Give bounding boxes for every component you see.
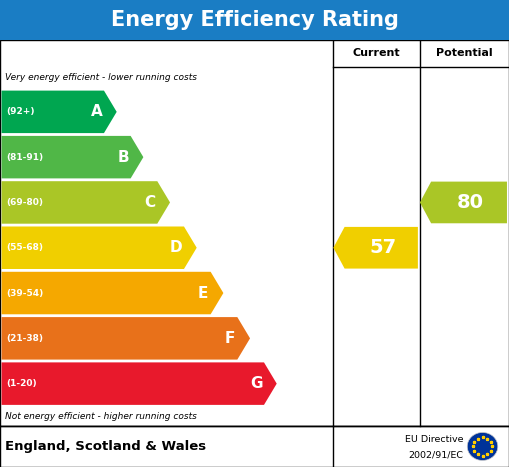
- Polygon shape: [2, 181, 170, 224]
- Text: (69-80): (69-80): [7, 198, 44, 207]
- Text: Current: Current: [353, 48, 401, 58]
- Text: C: C: [144, 195, 155, 210]
- Text: 2002/91/EC: 2002/91/EC: [408, 451, 463, 460]
- Text: (81-91): (81-91): [7, 153, 44, 162]
- Polygon shape: [2, 362, 277, 405]
- Text: (39-54): (39-54): [7, 289, 44, 297]
- Text: E: E: [198, 285, 208, 301]
- Text: Energy Efficiency Rating: Energy Efficiency Rating: [110, 10, 399, 30]
- Text: Potential: Potential: [436, 48, 493, 58]
- Polygon shape: [420, 182, 507, 223]
- Bar: [0, 40, 509, 426]
- Text: (55-68): (55-68): [7, 243, 44, 252]
- Text: (21-38): (21-38): [7, 334, 44, 343]
- Bar: [0, 426, 509, 467]
- Polygon shape: [2, 272, 223, 314]
- Text: (1-20): (1-20): [7, 379, 37, 388]
- Text: (92+): (92+): [7, 107, 35, 116]
- Polygon shape: [2, 226, 196, 269]
- Text: G: G: [250, 376, 263, 391]
- Polygon shape: [2, 91, 117, 133]
- Text: F: F: [224, 331, 235, 346]
- Text: Not energy efficient - higher running costs: Not energy efficient - higher running co…: [5, 411, 197, 421]
- Bar: [0, 0, 509, 40]
- Text: B: B: [117, 149, 129, 165]
- Text: 80: 80: [457, 193, 484, 212]
- Polygon shape: [333, 227, 418, 269]
- Text: 57: 57: [369, 238, 397, 257]
- Text: Very energy efficient - lower running costs: Very energy efficient - lower running co…: [5, 73, 197, 83]
- Text: England, Scotland & Wales: England, Scotland & Wales: [5, 440, 206, 453]
- Text: D: D: [170, 240, 183, 255]
- Polygon shape: [2, 317, 250, 360]
- Circle shape: [467, 432, 498, 460]
- Polygon shape: [2, 136, 144, 178]
- Text: EU Directive: EU Directive: [405, 435, 463, 444]
- Text: A: A: [91, 104, 102, 120]
